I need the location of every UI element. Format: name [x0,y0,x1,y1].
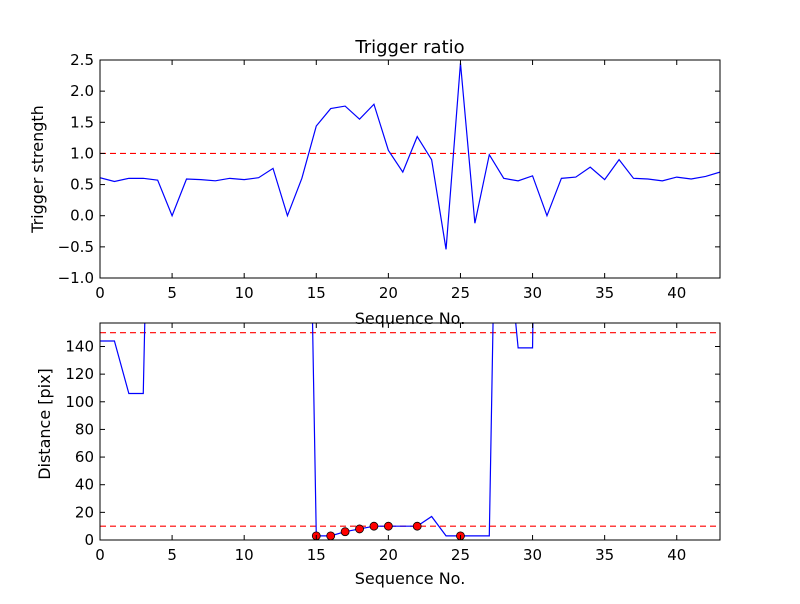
x-tick-label: 25 [451,546,470,564]
y-tick-label: 20 [75,503,94,521]
panel-distance: Distance [pix] Sequence No. 0 5 10 15 20 25 30… [35,322,721,588]
data-point-marker [383,521,393,531]
y-axis-label: Trigger strength [28,105,47,234]
y-tick-label: −1.0 [58,269,94,287]
x-tick-label: 25 [451,284,470,302]
chart-title: Trigger ratio [354,37,464,58]
x-axis-label: Sequence No. [355,309,466,328]
y-tick-label: 2.5 [70,51,94,69]
data-point-marker [326,531,336,540]
y-axis-label: Distance [pix] [35,368,54,480]
x-tick-label: 0 [95,284,105,302]
axes: 0 5 10 15 20 25 30 35 40 0 20 40 60 80 100 120 140 [65,323,720,564]
x-tick-label: 30 [523,546,542,564]
x-tick-label: 35 [595,284,614,302]
x-tick-label: 5 [167,284,177,302]
data-point-marker [412,521,422,531]
x-tick-label: 15 [307,546,326,564]
y-tick-label: 40 [75,476,94,494]
y-tick-label: 1.5 [70,113,94,131]
x-tick-label: 0 [95,546,105,564]
x-tick-label: 40 [667,546,686,564]
x-tick-label: 35 [595,546,614,564]
plot-area [100,63,720,250]
data-point-marker [340,527,350,537]
panel-trigger-ratio: Trigger ratio Trigger strength Sequence … [28,37,721,328]
plot-area [100,323,720,540]
y-tick-label: 0.0 [70,207,94,225]
x-tick-label: 10 [235,546,254,564]
series-line [100,63,720,250]
x-tick-label: 30 [523,284,542,302]
x-tick-label: 10 [235,284,254,302]
y-tick-label: 1.0 [70,144,94,162]
y-tick-label: 2.0 [70,82,94,100]
axes: 0 5 10 15 20 25 30 35 40 −1.0 −0.5 0.0 0.5 1.0 1.5 2.0 2… [58,51,720,302]
x-tick-label: 15 [307,284,326,302]
x-tick-label: 40 [667,284,686,302]
x-axis-label: Sequence No. [355,569,466,588]
y-tick-label: 140 [65,337,94,355]
data-point-marker [369,521,379,531]
axes-frame [99,59,721,279]
y-tick-label: 80 [75,420,94,438]
y-tick-label: −0.5 [58,238,94,256]
axes-frame [99,322,721,541]
x-tick-label: 20 [379,546,398,564]
y-tick-label: 120 [65,365,94,383]
y-tick-label: 60 [75,448,94,466]
x-tick-label: 5 [167,546,177,564]
x-tick-label: 20 [379,284,398,302]
y-tick-label: 100 [65,393,94,411]
data-point-marker [355,524,364,534]
y-tick-label: 0 [84,531,94,549]
y-tick-label: 0.5 [70,176,94,194]
